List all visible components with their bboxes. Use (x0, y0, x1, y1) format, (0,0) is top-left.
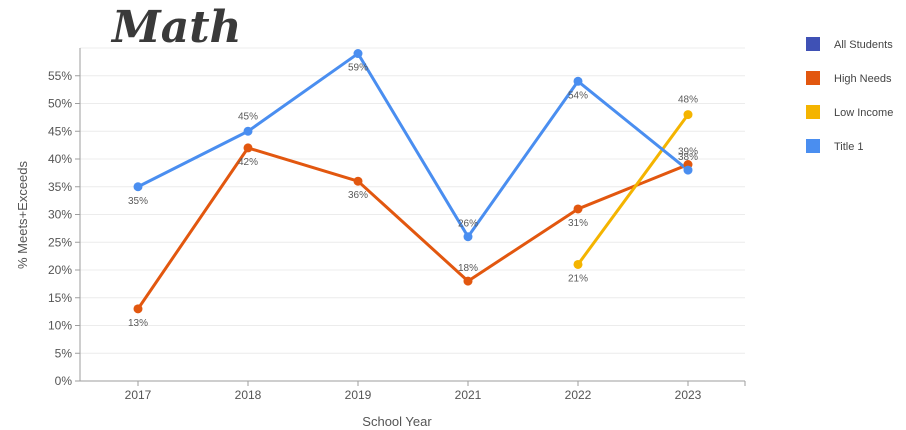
y-tick-label: 20% (48, 263, 72, 277)
legend-label: High Needs (834, 73, 892, 85)
data-label-high-needs: 39% (678, 147, 698, 158)
data-point-title-1 (573, 76, 583, 86)
x-tick-label: 2017 (125, 388, 152, 402)
data-label-title-1: 38% (678, 152, 698, 163)
data-label-title-1: 45% (238, 111, 258, 122)
y-tick-label: 55% (48, 69, 72, 83)
series-points (133, 49, 693, 314)
y-tick-label: 35% (48, 180, 72, 194)
legend-swatch (806, 37, 820, 51)
series-line-title-1 (136, 52, 690, 239)
data-label-title-1: 35% (128, 196, 148, 207)
data-label-title-1: 59% (348, 63, 368, 74)
legend-swatch (806, 71, 820, 85)
legend-swatch (806, 105, 820, 119)
y-tick-label: 10% (48, 319, 72, 333)
y-tick-label: 5% (55, 346, 73, 360)
legend-swatch (806, 139, 820, 153)
x-axis-title: School Year (362, 414, 432, 429)
legend-label: All Students (834, 39, 893, 51)
y-axis-ticks: 0% 5% 10% 15% 20% 25% 30% 35% 40% 45% 50% 55% (48, 69, 80, 388)
x-tick-label: 2021 (455, 388, 482, 402)
data-label-title-1: 54% (568, 90, 588, 101)
data-point-high-needs (243, 143, 253, 153)
y-tick-label: 45% (48, 124, 72, 138)
data-label-title-1: 26% (458, 219, 478, 230)
x-tick-label: 2019 (345, 388, 372, 402)
data-point-low-income (573, 259, 583, 269)
series-line-high-needs (136, 146, 690, 311)
data-labels: 13% 42% 36% 18% 31% 39% 21% 48% 35% 45% 59% 26% 54% 3… (128, 63, 698, 329)
data-point-title-1 (683, 165, 693, 175)
gridlines (80, 47, 745, 354)
y-tick-label: 30% (48, 208, 72, 222)
data-point-title-1 (353, 49, 363, 59)
x-axis-ticks: 2017 2018 2019 2021 2022 2023 (125, 381, 746, 402)
legend: All Students High Needs Low Income Title 1 (806, 37, 893, 153)
data-label-high-needs: 31% (568, 218, 588, 229)
y-axis-title: % Meets+Exceeds (15, 160, 30, 269)
data-point-high-needs (133, 304, 143, 314)
data-label-low-income: 48% (678, 95, 698, 106)
data-point-high-needs (353, 176, 363, 186)
data-label-high-needs: 18% (458, 263, 478, 274)
x-tick-label: 2023 (675, 388, 702, 402)
x-tick-label: 2018 (235, 388, 262, 402)
y-tick-label: 15% (48, 291, 72, 305)
data-label-high-needs: 42% (238, 157, 258, 168)
legend-label: Low Income (834, 107, 893, 119)
y-tick-label: 25% (48, 235, 72, 249)
x-tick-label: 2022 (565, 388, 592, 402)
data-point-low-income (683, 110, 693, 120)
y-tick-label: 40% (48, 152, 72, 166)
legend-label: Title 1 (834, 141, 864, 153)
data-label-high-needs: 36% (348, 190, 368, 201)
series-lines (136, 52, 690, 311)
y-tick-label: 0% (55, 374, 73, 388)
data-label-low-income: 21% (568, 273, 588, 284)
data-point-title-1 (463, 232, 473, 242)
data-point-high-needs (573, 204, 583, 214)
data-point-title-1 (133, 182, 143, 192)
data-point-title-1 (243, 126, 253, 136)
data-point-high-needs (463, 276, 473, 286)
data-label-high-needs: 13% (128, 318, 148, 329)
series-line-low-income (576, 113, 690, 266)
chart-title: Math (110, 2, 242, 53)
y-tick-label: 50% (48, 97, 72, 111)
